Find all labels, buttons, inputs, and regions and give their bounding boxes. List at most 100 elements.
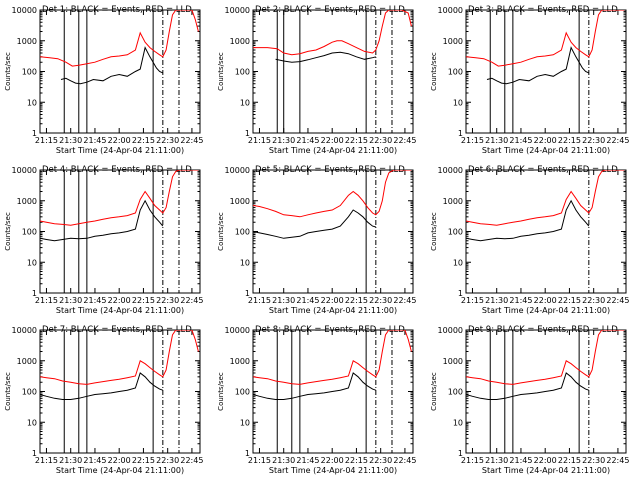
x-tick-label: 21:15 bbox=[461, 456, 484, 465]
x-tick-label: 21:45 bbox=[83, 456, 106, 465]
series-lld-line bbox=[253, 170, 412, 218]
y-axis-label: Counts/sec bbox=[217, 212, 225, 251]
x-tick-label: 22:15 bbox=[345, 456, 368, 465]
y-tick-label: 100 bbox=[235, 228, 250, 237]
y-tick-label: 10 bbox=[240, 98, 250, 107]
x-tick-label: 21:45 bbox=[296, 136, 319, 145]
detector-panel: Det 9: BLACK = Events, RED = LLD 1 10 100 10… bbox=[430, 325, 629, 475]
y-tick-label: 10 bbox=[240, 418, 250, 427]
x-tick-label: 22:00 bbox=[534, 296, 557, 305]
x-tick-label: 22:45 bbox=[393, 136, 416, 145]
y-tick-label: 10 bbox=[27, 98, 37, 107]
x-tick-label: 22:30 bbox=[582, 456, 605, 465]
x-tick-label: 22:00 bbox=[321, 296, 344, 305]
detector-panel: Det 4: BLACK = Events, RED = LLD 1 10 100 10… bbox=[4, 165, 203, 315]
x-tick-label: 21:45 bbox=[509, 456, 532, 465]
x-tick-label: 21:15 bbox=[248, 296, 271, 305]
y-tick-label: 1000 bbox=[443, 37, 463, 46]
detector-panel: Det 1: BLACK = Events, RED = LLD 1 10 100 10… bbox=[4, 5, 203, 155]
detector-panel: Det 5: BLACK = Events, RED = LLD 1 10 100 10… bbox=[217, 165, 416, 315]
x-tick-label: 22:00 bbox=[108, 456, 131, 465]
y-tick-label: 1 bbox=[32, 289, 37, 298]
series-events-line bbox=[275, 51, 376, 63]
x-tick-label: 22:30 bbox=[582, 136, 605, 145]
y-tick-label: 10 bbox=[27, 418, 37, 427]
x-axis-label: Start Time (24-Apr-04 21:11:00) bbox=[269, 466, 397, 475]
x-tick-label: 21:45 bbox=[296, 296, 319, 305]
x-tick-label: 21:45 bbox=[83, 296, 106, 305]
x-tick-label: 22:00 bbox=[108, 296, 131, 305]
plot-title: Det 7: BLACK = Events, RED = LLD bbox=[42, 325, 192, 335]
x-tick-label: 21:15 bbox=[248, 456, 271, 465]
y-axis-label: Counts/sec bbox=[4, 372, 12, 411]
y-axis-label: Counts/sec bbox=[4, 212, 12, 251]
x-tick-label: 21:30 bbox=[272, 456, 295, 465]
x-tick-label: 22:30 bbox=[582, 296, 605, 305]
x-tick-label: 22:00 bbox=[108, 136, 131, 145]
y-tick-label: 1 bbox=[458, 129, 463, 138]
y-axis-label: Counts/sec bbox=[430, 372, 438, 411]
x-axis-label: Start Time (24-Apr-04 21:11:00) bbox=[482, 306, 610, 315]
x-tick-label: 22:45 bbox=[180, 136, 203, 145]
x-tick-label: 22:15 bbox=[132, 296, 155, 305]
y-tick-label: 10000 bbox=[12, 166, 37, 175]
x-tick-label: 21:15 bbox=[461, 136, 484, 145]
x-tick-label: 21:30 bbox=[485, 296, 508, 305]
x-tick-label: 22:45 bbox=[180, 296, 203, 305]
series-lld-line bbox=[40, 10, 199, 67]
y-tick-label: 1000 bbox=[443, 197, 463, 206]
plot-title: Det 3: BLACK = Events, RED = LLD bbox=[468, 5, 618, 15]
x-tick-label: 22:45 bbox=[606, 136, 629, 145]
x-tick-label: 21:30 bbox=[59, 136, 82, 145]
series-lld-line bbox=[466, 10, 625, 67]
x-tick-label: 21:30 bbox=[485, 456, 508, 465]
y-tick-label: 1 bbox=[245, 129, 250, 138]
y-tick-label: 1 bbox=[458, 289, 463, 298]
x-tick-label: 22:45 bbox=[606, 296, 629, 305]
x-axis-label: Start Time (24-Apr-04 21:11:00) bbox=[269, 146, 397, 155]
x-tick-label: 22:15 bbox=[558, 456, 581, 465]
plot-title: Det 4: BLACK = Events, RED = LLD bbox=[42, 165, 192, 175]
x-tick-label: 22:15 bbox=[132, 136, 155, 145]
x-tick-label: 22:00 bbox=[534, 456, 557, 465]
series-events-line bbox=[253, 209, 376, 239]
series-events-line bbox=[253, 372, 376, 400]
x-tick-label: 21:45 bbox=[83, 136, 106, 145]
series-lld-line bbox=[40, 170, 199, 226]
y-tick-label: 10 bbox=[453, 418, 463, 427]
y-axis-label: Counts/sec bbox=[217, 52, 225, 91]
plot-title: Det 9: BLACK = Events, RED = LLD bbox=[468, 325, 618, 335]
series-events-line bbox=[40, 372, 163, 400]
detector-panel: Det 6: BLACK = Events, RED = LLD 1 10 100 10… bbox=[430, 165, 629, 315]
x-tick-label: 22:30 bbox=[156, 456, 179, 465]
y-tick-label: 1 bbox=[245, 289, 250, 298]
y-axis-label: Counts/sec bbox=[430, 212, 438, 251]
y-axis-label: Counts/sec bbox=[430, 52, 438, 91]
plot-frame bbox=[252, 169, 414, 294]
x-tick-label: 22:45 bbox=[606, 456, 629, 465]
y-tick-label: 100 bbox=[448, 228, 463, 237]
x-tick-label: 22:15 bbox=[345, 136, 368, 145]
x-tick-label: 22:30 bbox=[369, 136, 392, 145]
y-tick-label: 10 bbox=[27, 258, 37, 267]
y-tick-label: 1000 bbox=[17, 37, 37, 46]
x-tick-label: 22:00 bbox=[534, 136, 557, 145]
y-tick-label: 1000 bbox=[230, 197, 250, 206]
x-tick-label: 22:30 bbox=[369, 456, 392, 465]
x-tick-label: 21:30 bbox=[485, 136, 508, 145]
series-events-line bbox=[466, 199, 590, 242]
y-axis-label: Counts/sec bbox=[4, 52, 12, 91]
y-tick-label: 10000 bbox=[438, 6, 463, 15]
y-tick-label: 10 bbox=[453, 98, 463, 107]
x-tick-label: 22:15 bbox=[132, 456, 155, 465]
y-tick-label: 1 bbox=[245, 449, 250, 458]
plot-title: Det 2: BLACK = Events, RED = LLD bbox=[255, 5, 405, 15]
x-tick-label: 22:15 bbox=[345, 296, 368, 305]
series-lld-line bbox=[253, 10, 412, 56]
x-tick-label: 21:15 bbox=[248, 136, 271, 145]
x-tick-label: 22:00 bbox=[321, 136, 344, 145]
detector-panel: Det 3: BLACK = Events, RED = LLD 1 10 100 10… bbox=[430, 5, 629, 155]
y-tick-label: 10 bbox=[240, 258, 250, 267]
x-tick-label: 22:00 bbox=[321, 456, 344, 465]
